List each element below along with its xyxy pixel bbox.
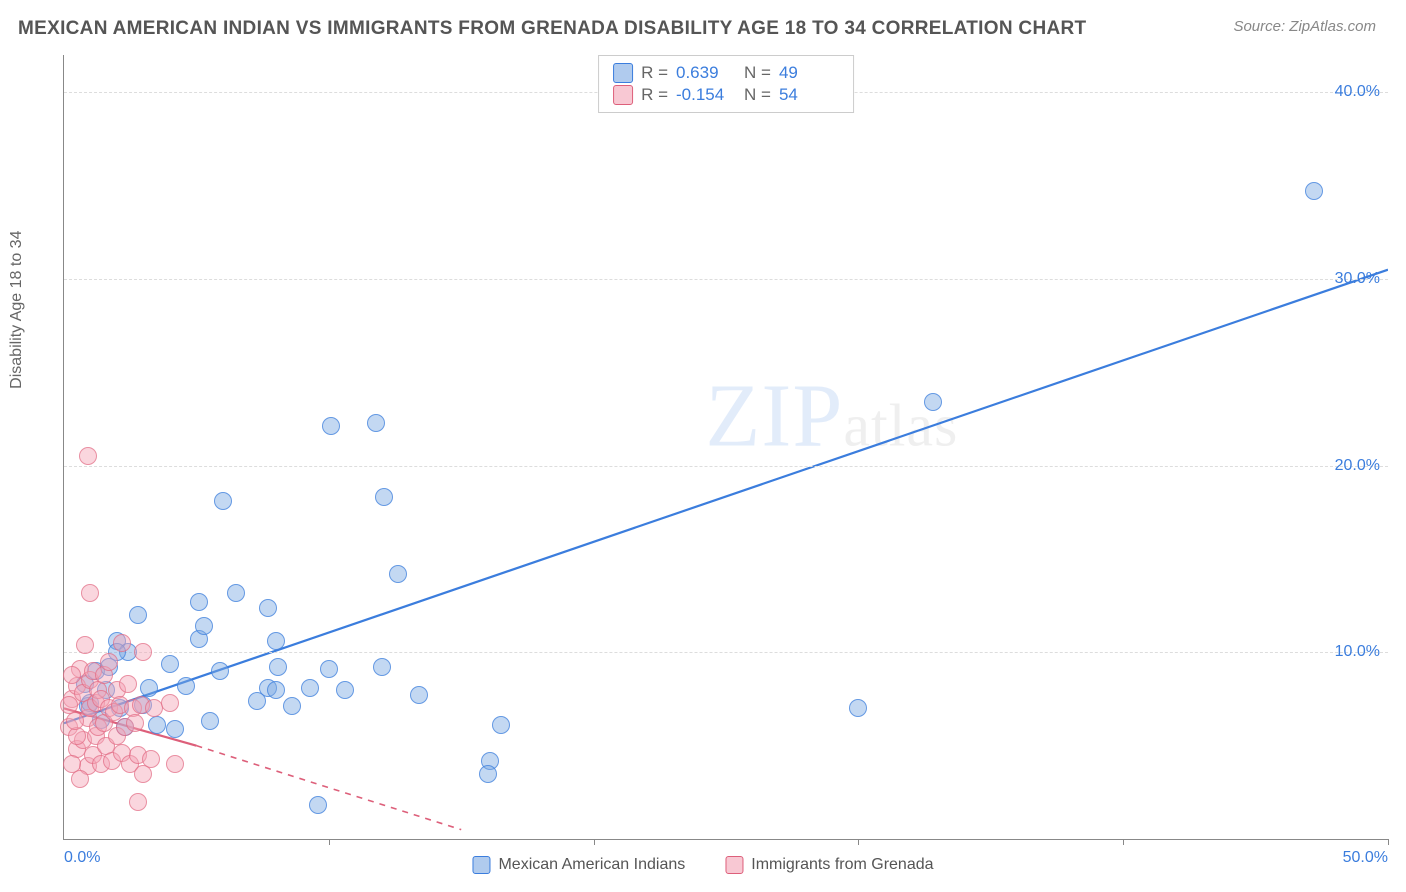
- correlation-row: R = -0.154 N = 54: [613, 84, 839, 106]
- y-axis-label: Disability Age 18 to 34: [8, 230, 26, 388]
- data-point: [166, 755, 184, 773]
- data-point: [373, 658, 391, 676]
- x-tick-mark: [594, 839, 595, 845]
- n-value: 49: [779, 63, 839, 83]
- r-label: R =: [641, 63, 668, 83]
- data-point: [283, 697, 301, 715]
- data-point: [190, 593, 208, 611]
- data-point: [1305, 182, 1323, 200]
- data-point: [161, 694, 179, 712]
- chart-title: MEXICAN AMERICAN INDIAN VS IMMIGRANTS FR…: [18, 18, 1086, 40]
- x-tick-mark: [1388, 839, 1389, 845]
- data-point: [68, 727, 86, 745]
- correlation-box: R = 0.639 N = 49 R = -0.154 N = 54: [598, 55, 854, 113]
- data-point: [126, 714, 144, 732]
- data-point: [60, 696, 78, 714]
- data-point: [301, 679, 319, 697]
- data-point: [81, 584, 99, 602]
- data-point: [66, 712, 84, 730]
- data-point: [320, 660, 338, 678]
- y-tick-label: 10.0%: [1335, 643, 1380, 661]
- data-point: [322, 417, 340, 435]
- data-point: [849, 699, 867, 717]
- legend-item: Mexican American Indians: [472, 856, 685, 874]
- data-point: [129, 606, 147, 624]
- data-point: [129, 793, 147, 811]
- data-point: [492, 716, 510, 734]
- data-point: [134, 643, 152, 661]
- watermark: ZIPatlas: [705, 364, 958, 467]
- data-point: [214, 492, 232, 510]
- watermark-main: ZIP: [705, 366, 843, 465]
- data-point: [410, 686, 428, 704]
- regression-line-extension: [196, 746, 461, 830]
- data-point: [267, 632, 285, 650]
- source-attribution: Source: ZipAtlas.com: [1233, 18, 1376, 35]
- data-point: [924, 393, 942, 411]
- correlation-row: R = 0.639 N = 49: [613, 62, 839, 84]
- legend-label: Immigrants from Grenada: [751, 856, 933, 874]
- y-tick-label: 20.0%: [1335, 457, 1380, 475]
- data-point: [195, 617, 213, 635]
- data-point: [166, 720, 184, 738]
- data-point: [76, 636, 94, 654]
- data-point: [100, 653, 118, 671]
- plot-area: ZIPatlas R = 0.639 N = 49 R = -0.154 N = 54 10.…: [63, 55, 1388, 840]
- legend-label: Mexican American Indians: [498, 856, 685, 874]
- data-point: [79, 447, 97, 465]
- data-point: [227, 584, 245, 602]
- gridline: [64, 279, 1388, 280]
- n-label: N =: [744, 85, 771, 105]
- legend-swatch: [613, 63, 633, 83]
- data-point: [267, 681, 285, 699]
- data-point: [269, 658, 287, 676]
- y-tick-label: 40.0%: [1335, 83, 1380, 101]
- r-value: -0.154: [676, 85, 736, 105]
- legend-swatch: [725, 856, 743, 874]
- x-tick-label: 50.0%: [1343, 849, 1388, 867]
- regression-line: [64, 270, 1388, 724]
- data-point: [479, 765, 497, 783]
- data-point: [211, 662, 229, 680]
- data-point: [134, 765, 152, 783]
- legend: Mexican American Indians Immigrants from …: [472, 856, 933, 874]
- data-point: [177, 677, 195, 695]
- data-point: [71, 770, 89, 788]
- chart-container: Disability Age 18 to 34 ZIPatlas R =0.63…: [18, 55, 1388, 880]
- regression-overlay: [64, 55, 1388, 839]
- gridline: [64, 652, 1388, 653]
- data-point: [389, 565, 407, 583]
- data-point: [148, 716, 166, 734]
- data-point: [375, 488, 393, 506]
- legend-item: Immigrants from Grenada: [725, 856, 933, 874]
- data-point: [259, 599, 277, 617]
- n-value: 54: [779, 85, 839, 105]
- data-point: [119, 675, 137, 693]
- r-label: R =: [641, 85, 668, 105]
- r-value: 0.639: [676, 63, 736, 83]
- x-tick-mark: [329, 839, 330, 845]
- data-point: [140, 679, 158, 697]
- gridline: [64, 466, 1388, 467]
- data-point: [113, 634, 131, 652]
- x-tick-label: 0.0%: [64, 849, 100, 867]
- data-point: [309, 796, 327, 814]
- data-point: [367, 414, 385, 432]
- x-tick-mark: [858, 839, 859, 845]
- y-tick-label: 30.0%: [1335, 270, 1380, 288]
- data-point: [201, 712, 219, 730]
- legend-swatch: [472, 856, 490, 874]
- n-label: N =: [744, 63, 771, 83]
- data-point: [336, 681, 354, 699]
- legend-swatch: [613, 85, 633, 105]
- data-point: [63, 666, 81, 684]
- x-tick-mark: [1123, 839, 1124, 845]
- data-point: [161, 655, 179, 673]
